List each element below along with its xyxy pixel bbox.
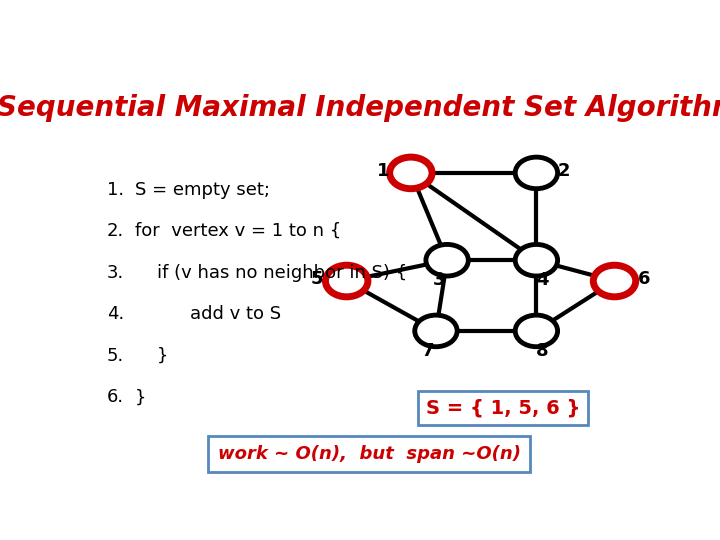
Text: add v to S: add v to S	[190, 305, 282, 323]
Text: }: }	[157, 347, 168, 365]
Text: 3.: 3.	[107, 264, 124, 282]
Text: S = { 1, 5, 6 }: S = { 1, 5, 6 }	[426, 399, 580, 417]
Circle shape	[516, 315, 557, 347]
Text: Sequential Maximal Independent Set Algorithm: Sequential Maximal Independent Set Algor…	[0, 94, 720, 122]
Text: 4: 4	[536, 271, 548, 289]
Circle shape	[593, 265, 636, 297]
Text: 2: 2	[557, 162, 570, 180]
Text: 3: 3	[433, 271, 445, 289]
Circle shape	[415, 315, 457, 347]
Text: }: }	[135, 388, 146, 407]
Text: 5: 5	[311, 270, 323, 288]
Text: 1: 1	[377, 162, 390, 180]
Circle shape	[390, 157, 432, 188]
Circle shape	[516, 245, 557, 276]
Text: 6.: 6.	[107, 388, 124, 407]
Text: work ~ O(n),  but  span ~O(n): work ~ O(n), but span ~O(n)	[217, 444, 521, 463]
Text: 8: 8	[536, 342, 549, 360]
Text: for  vertex v = 1 to n {: for vertex v = 1 to n {	[135, 222, 341, 240]
Circle shape	[426, 245, 468, 276]
Text: 7: 7	[421, 342, 434, 360]
Text: 1.: 1.	[107, 180, 124, 199]
Text: 6: 6	[638, 270, 650, 288]
Circle shape	[325, 265, 368, 297]
Text: 5.: 5.	[107, 347, 124, 365]
Text: if (v has no neighbor in S) {: if (v has no neighbor in S) {	[157, 264, 408, 282]
Circle shape	[516, 157, 557, 188]
Text: 4.: 4.	[107, 305, 124, 323]
Text: S = empty set;: S = empty set;	[135, 180, 269, 199]
Text: 2.: 2.	[107, 222, 124, 240]
